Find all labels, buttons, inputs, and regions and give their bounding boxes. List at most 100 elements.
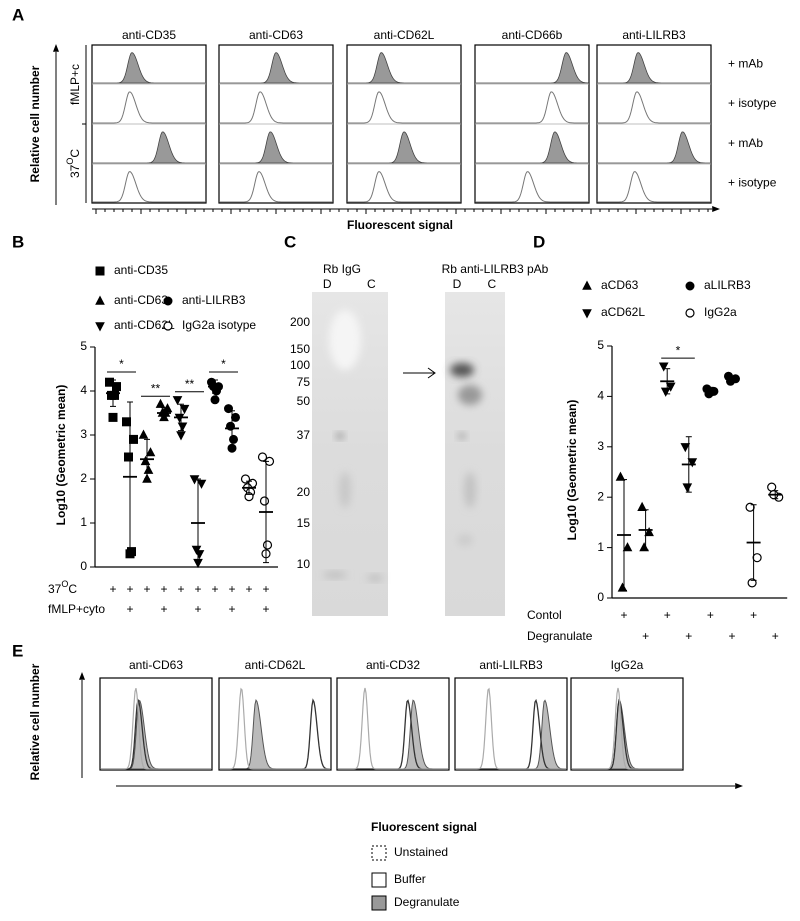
data-point bbox=[210, 395, 220, 405]
data-point bbox=[257, 452, 268, 462]
lane-label: C bbox=[487, 277, 496, 291]
data-point bbox=[189, 475, 200, 485]
data-point bbox=[658, 362, 669, 372]
condition-label: Contol bbox=[527, 608, 562, 622]
data-point bbox=[644, 527, 654, 537]
legend-swatch bbox=[371, 895, 387, 911]
condition-mark: + bbox=[707, 608, 714, 622]
significance-label: ** bbox=[151, 381, 161, 395]
histogram-filled bbox=[220, 131, 332, 164]
blot-band bbox=[367, 575, 383, 581]
histogram-outline bbox=[348, 91, 460, 124]
column-title: anti-LILRB3 bbox=[622, 28, 686, 42]
legend-label: anti-CD35 bbox=[114, 263, 168, 277]
panel-letter: E bbox=[12, 641, 23, 660]
data-point bbox=[179, 404, 190, 415]
group-label-part: 37 bbox=[68, 164, 82, 178]
condition-label-part: O bbox=[61, 579, 68, 589]
condition-mark: + bbox=[262, 582, 269, 596]
legend-label: anti-CD63 bbox=[114, 293, 168, 307]
column-title: anti-LILRB3 bbox=[479, 658, 543, 672]
y-tick-label: 3 bbox=[597, 439, 604, 453]
legend-marker bbox=[582, 309, 592, 319]
degranulate-curve bbox=[220, 699, 330, 770]
lane-label: C bbox=[367, 277, 376, 291]
y-axis-label: Log10 (Geometric mean) bbox=[565, 400, 579, 541]
ladder-label: 150 bbox=[290, 342, 310, 356]
x-arrow-head bbox=[735, 783, 743, 789]
degranulate-curve bbox=[338, 699, 448, 770]
degranulate-curve bbox=[456, 699, 566, 770]
data-point bbox=[172, 396, 183, 406]
lane-title: Rb anti-LILRB3 pAb bbox=[442, 262, 549, 276]
buffer-curve bbox=[101, 698, 211, 770]
data-point bbox=[224, 404, 233, 414]
histogram-filled bbox=[93, 52, 205, 84]
data-point bbox=[176, 431, 186, 441]
unstained-curve bbox=[572, 687, 682, 770]
condition-mark: + bbox=[772, 629, 779, 643]
data-point bbox=[229, 434, 238, 444]
data-point bbox=[124, 452, 133, 462]
group-label-part: fMLP+c bbox=[68, 64, 82, 105]
condition-label-part: C bbox=[68, 582, 77, 596]
y-tick-label: 4 bbox=[80, 383, 87, 397]
data-point bbox=[622, 542, 633, 552]
blot-band bbox=[458, 433, 466, 439]
condition-label: 37OC bbox=[48, 579, 77, 596]
x-axis-label: Fluorescent signal bbox=[347, 218, 453, 232]
histogram-outline bbox=[220, 171, 332, 203]
histogram-outline bbox=[348, 171, 460, 203]
group-label: fMLP+c bbox=[68, 64, 82, 105]
condition-mark: + bbox=[245, 582, 252, 596]
panel-letter: C bbox=[284, 232, 296, 251]
condition-label-part: Degranulate bbox=[527, 629, 593, 643]
legend-swatch bbox=[371, 845, 387, 861]
x-axis-label: Fluorescent signal bbox=[371, 820, 477, 834]
histogram-outline bbox=[220, 91, 332, 124]
condition-mark: + bbox=[642, 629, 649, 643]
legend-label: IgG2a bbox=[704, 305, 737, 319]
data-point bbox=[155, 398, 166, 408]
y-tick-label: 5 bbox=[80, 339, 87, 353]
condition-mark: + bbox=[160, 602, 167, 616]
condition-mark: + bbox=[160, 582, 167, 596]
histogram-filled bbox=[598, 131, 710, 164]
legend-label: aCD63 bbox=[601, 278, 639, 292]
data-point bbox=[196, 479, 207, 489]
histogram-outline bbox=[93, 91, 205, 124]
ladder-label: 15 bbox=[297, 516, 311, 530]
histogram-filled bbox=[348, 131, 460, 164]
data-point bbox=[138, 429, 149, 439]
unstained-curve bbox=[338, 687, 448, 770]
legend-marker bbox=[163, 296, 173, 306]
arrow-head bbox=[427, 367, 436, 379]
histogram-outline bbox=[93, 171, 205, 203]
condition-mark: + bbox=[664, 608, 671, 622]
legend-marker bbox=[582, 280, 592, 290]
histogram-filled bbox=[476, 131, 588, 164]
condition-mark: + bbox=[194, 602, 201, 616]
x-arrow-head bbox=[712, 206, 720, 212]
condition-mark: + bbox=[685, 629, 692, 643]
ladder-label: 10 bbox=[297, 557, 311, 571]
data-point bbox=[122, 417, 131, 427]
histogram-box bbox=[336, 677, 450, 771]
lane-label: D bbox=[323, 277, 332, 291]
legend-label: Buffer bbox=[394, 872, 426, 886]
y-tick-label: 3 bbox=[80, 427, 87, 441]
group-label-part: O bbox=[65, 158, 75, 165]
legend-marker bbox=[163, 321, 173, 331]
y-tick-label: 2 bbox=[597, 489, 604, 503]
column-title: anti-CD32 bbox=[366, 658, 420, 672]
group-label-part: C bbox=[68, 149, 82, 158]
y-arrow-head bbox=[53, 44, 59, 52]
data-point bbox=[110, 390, 119, 400]
column-title: IgG2a bbox=[611, 658, 644, 672]
histogram-filled bbox=[348, 52, 460, 84]
data-point bbox=[262, 540, 273, 550]
data-point bbox=[212, 386, 221, 396]
column-title: anti-CD35 bbox=[122, 28, 176, 42]
condition-mark: + bbox=[211, 582, 218, 596]
condition-mark: + bbox=[126, 582, 133, 596]
